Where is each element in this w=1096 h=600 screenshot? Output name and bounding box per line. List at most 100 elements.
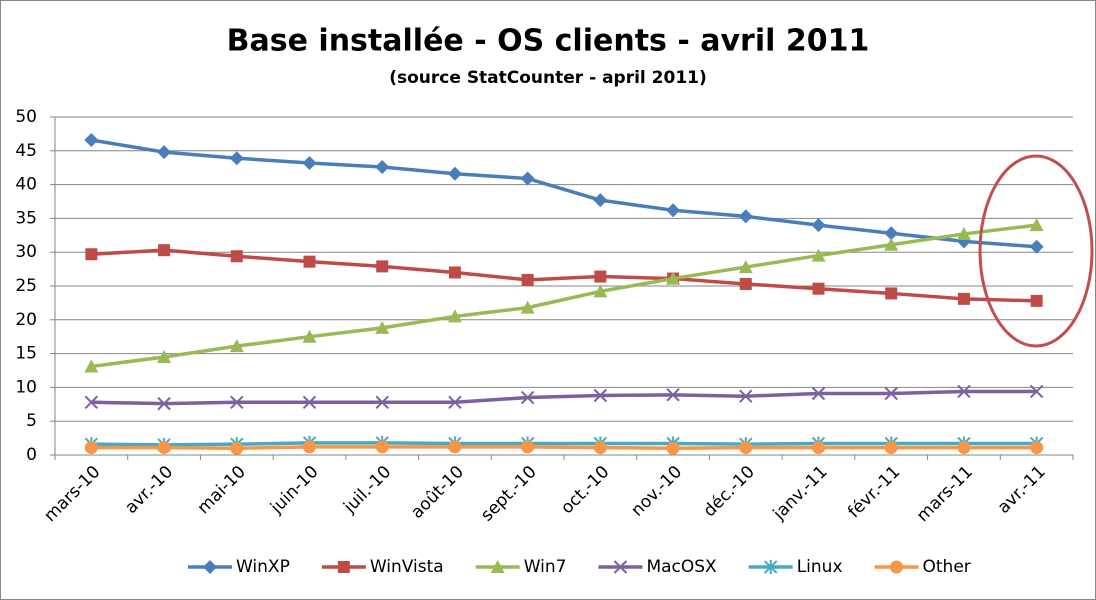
marker xyxy=(885,287,898,300)
legend-label: MacOSX xyxy=(646,557,717,577)
marker xyxy=(303,440,316,454)
marker xyxy=(229,151,244,166)
marker xyxy=(884,386,898,401)
marker xyxy=(1030,441,1044,455)
highlight-ellipse xyxy=(978,154,1094,348)
legend-marker xyxy=(763,560,778,574)
marker xyxy=(85,248,98,261)
marker xyxy=(229,339,244,353)
marker xyxy=(84,441,98,455)
series-line xyxy=(91,441,1037,447)
marker xyxy=(1030,294,1043,307)
legend-marker xyxy=(203,560,217,574)
marker xyxy=(521,273,534,286)
marker xyxy=(1029,218,1044,232)
marker xyxy=(593,441,607,455)
marker xyxy=(739,389,753,403)
marker xyxy=(956,226,971,240)
marker xyxy=(739,277,752,290)
marker xyxy=(448,266,461,279)
marker xyxy=(520,171,535,186)
marker xyxy=(594,270,607,283)
legend-label: WinXP xyxy=(236,557,290,577)
marker xyxy=(666,271,681,285)
marker xyxy=(593,193,608,208)
marker xyxy=(157,145,172,160)
marker xyxy=(957,441,971,455)
marker xyxy=(739,441,753,455)
series-line xyxy=(91,389,1037,406)
marker xyxy=(84,359,99,373)
marker xyxy=(375,160,390,175)
marker xyxy=(811,248,826,262)
marker xyxy=(957,292,970,305)
y-tick-label: 40 xyxy=(15,175,37,195)
marker xyxy=(884,237,899,251)
marker xyxy=(157,441,171,455)
series-line xyxy=(91,445,1037,450)
marker xyxy=(447,309,462,323)
marker xyxy=(302,329,317,343)
y-tick-label: 30 xyxy=(15,242,37,262)
marker xyxy=(811,218,826,233)
series-line xyxy=(91,223,1037,369)
legend-label: WinVista xyxy=(370,557,444,577)
marker xyxy=(157,396,171,411)
y-tick-label: 0 xyxy=(26,445,37,465)
y-tick-label: 35 xyxy=(15,208,37,228)
marker xyxy=(666,388,680,402)
y-tick-label: 15 xyxy=(15,344,37,364)
marker xyxy=(302,395,317,409)
marker xyxy=(375,395,389,409)
y-tick-label: 45 xyxy=(15,141,37,161)
marker xyxy=(230,250,243,263)
marker xyxy=(812,282,825,295)
marker xyxy=(157,349,172,363)
marker xyxy=(593,388,608,403)
series-line xyxy=(91,248,1037,303)
marker xyxy=(230,441,244,455)
legend-label: Win7 xyxy=(524,557,567,577)
y-tick-label: 5 xyxy=(26,411,37,431)
legend-marker xyxy=(613,560,628,574)
marker xyxy=(303,255,316,268)
marker xyxy=(158,244,171,257)
marker xyxy=(666,203,681,218)
marker xyxy=(666,441,680,455)
marker xyxy=(448,440,462,454)
marker xyxy=(957,384,971,399)
chart-title: Base installée - OS clients - avril 2011 xyxy=(227,24,870,59)
marker xyxy=(84,132,99,147)
legend-marker xyxy=(890,560,904,574)
y-tick-label: 20 xyxy=(15,310,37,330)
marker xyxy=(448,395,462,409)
legend-label: Other xyxy=(923,557,971,577)
chart-subtitle: (source StatCounter - april 2011) xyxy=(389,68,707,88)
marker xyxy=(447,166,462,181)
marker xyxy=(884,441,898,455)
marker xyxy=(738,209,753,224)
marker xyxy=(84,395,99,409)
marker xyxy=(593,284,608,298)
marker xyxy=(738,260,753,274)
y-tick-label: 25 xyxy=(15,276,37,296)
marker xyxy=(375,320,390,334)
y-tick-label: 50 xyxy=(15,107,37,127)
marker xyxy=(230,395,244,409)
y-tick-label: 10 xyxy=(15,377,37,397)
marker xyxy=(302,155,317,170)
legend-marker xyxy=(490,560,505,573)
legend-marker xyxy=(337,561,350,573)
marker xyxy=(812,441,825,455)
marker xyxy=(811,386,826,401)
marker xyxy=(520,390,535,405)
marker xyxy=(521,440,535,454)
marker xyxy=(376,260,389,273)
marker xyxy=(375,440,389,454)
series-line xyxy=(91,138,1037,249)
legend-label: Linux xyxy=(797,557,843,577)
marker xyxy=(520,300,535,314)
